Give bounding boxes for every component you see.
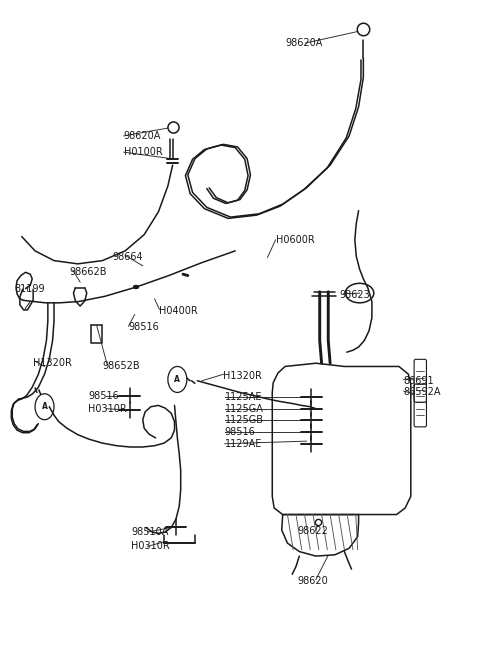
Text: 1125AE: 1125AE [225,392,262,402]
Text: 98510A: 98510A [131,527,168,537]
Text: 98620A: 98620A [124,131,161,141]
Text: A: A [174,375,180,384]
Text: 1129AE: 1129AE [225,439,262,449]
Text: 86691: 86691 [404,376,434,386]
Text: 98662B: 98662B [69,267,107,277]
Text: 98623: 98623 [340,290,371,300]
Text: 98516: 98516 [129,322,159,333]
Text: 98620A: 98620A [285,38,323,48]
Text: 98664: 98664 [112,252,143,263]
Text: H0100R: H0100R [124,147,163,157]
Text: 98652B: 98652B [102,362,140,371]
Text: H0400R: H0400R [159,307,198,316]
Text: 81199: 81199 [14,284,45,293]
Text: 98622: 98622 [297,526,328,536]
Text: H0310R: H0310R [88,403,127,414]
Text: 98516: 98516 [225,427,255,437]
Text: 86592A: 86592A [404,388,441,398]
Text: 98516: 98516 [88,390,119,401]
Text: H1320R: H1320R [33,358,72,368]
Text: H1320R: H1320R [223,371,262,381]
Text: 1125GB: 1125GB [225,415,264,425]
Text: A: A [42,402,48,411]
Text: 98620: 98620 [297,576,328,586]
Text: H0310R: H0310R [131,542,169,552]
Text: 1125GA: 1125GA [225,403,264,414]
Text: H0600R: H0600R [276,235,314,245]
